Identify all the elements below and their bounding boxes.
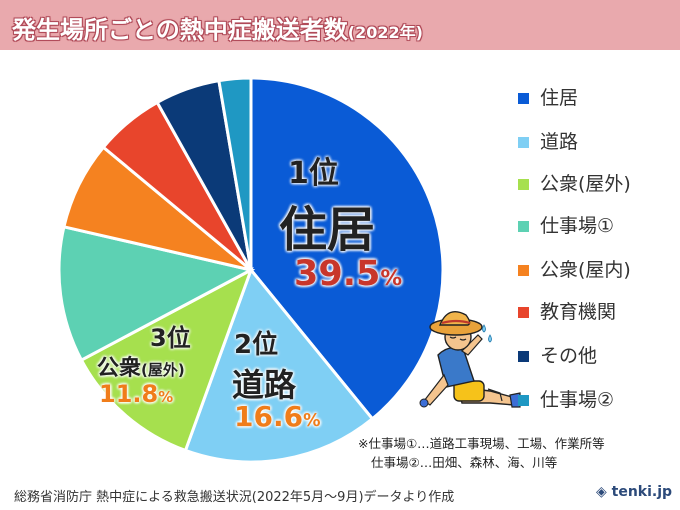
legend-swatch-7 [518, 395, 529, 406]
legend-label-5: 教育機関 [540, 301, 617, 323]
pie-slice-7 [217, 76, 253, 271]
rank-2-percent: 16.6% [234, 400, 321, 433]
rank-2-percent-value: 16.6 [234, 400, 304, 433]
legend-swatch-3 [518, 221, 529, 232]
legend-swatch-2 [518, 179, 529, 190]
rank-3-percent-value: 11.8 [99, 380, 159, 408]
brand-logo-text: tenki.jp [611, 484, 673, 500]
rank-1-name: 住居 [279, 202, 376, 258]
legend-label-6: その他 [540, 345, 598, 367]
source-text: 総務省消防庁 熱中症による救急搬送状況(2022年5月～9月)データより作成 [14, 490, 455, 505]
pie-slice-0 [249, 76, 445, 421]
footnote-workplace-2: 仕事場②…田畑、森林、海、川等 [371, 455, 558, 470]
rank-3-percent-unit: % [158, 388, 174, 406]
title-bar [0, 0, 680, 50]
pie-slice-1 [183, 267, 375, 464]
brand-logo-icon: ◈ [596, 484, 607, 500]
title-year: (2022年) [347, 23, 423, 42]
legend-label-7: 仕事場② [540, 389, 615, 411]
legend-label-0: 住居 [540, 87, 579, 109]
rank-2-label: 2位 [234, 330, 279, 360]
brand-logo: ◈ tenki.jp [596, 484, 672, 500]
rank-3-name-main: 公衆 [97, 356, 142, 381]
rank-2-name: 道路 [232, 366, 297, 404]
rank-3-name-sub: (屋外) [141, 361, 185, 379]
rank-1-percent: 39.5% [294, 254, 402, 294]
rank-1-label: 1位 [288, 156, 339, 191]
rank-3-percent: 11.8% [99, 380, 173, 408]
legend-label-4: 公衆(屋内) [540, 259, 631, 281]
rank-3-name: 公衆(屋外) [97, 350, 185, 382]
pie-slice-2 [79, 266, 254, 453]
pie-chart [57, 76, 445, 464]
legend-swatch-1 [518, 137, 529, 148]
legend-swatch-6 [518, 351, 529, 362]
legend-label-2: 公衆(屋外) [540, 173, 631, 195]
page-title: 発生場所ごとの熱中症搬送者数(2022年) [12, 10, 423, 45]
rank-2-percent-unit: % [303, 411, 321, 431]
legend-swatch-5 [518, 307, 529, 318]
heatstroke-person-illustration [419, 311, 521, 408]
rank-1-percent-unit: % [380, 266, 403, 291]
rank-1-percent-value: 39.5 [294, 254, 381, 294]
legend-label-1: 道路 [540, 131, 579, 153]
legend-swatch-4 [518, 265, 529, 276]
title-main: 発生場所ごとの熱中症搬送者数 [12, 16, 348, 44]
footnote-workplace-1: ※仕事場①…道路工事現場、工場、作業所等 [358, 436, 605, 451]
legend-swatch-0 [518, 93, 529, 104]
legend-label-3: 仕事場① [540, 215, 615, 237]
rank-3-label: 3位 [150, 324, 191, 352]
